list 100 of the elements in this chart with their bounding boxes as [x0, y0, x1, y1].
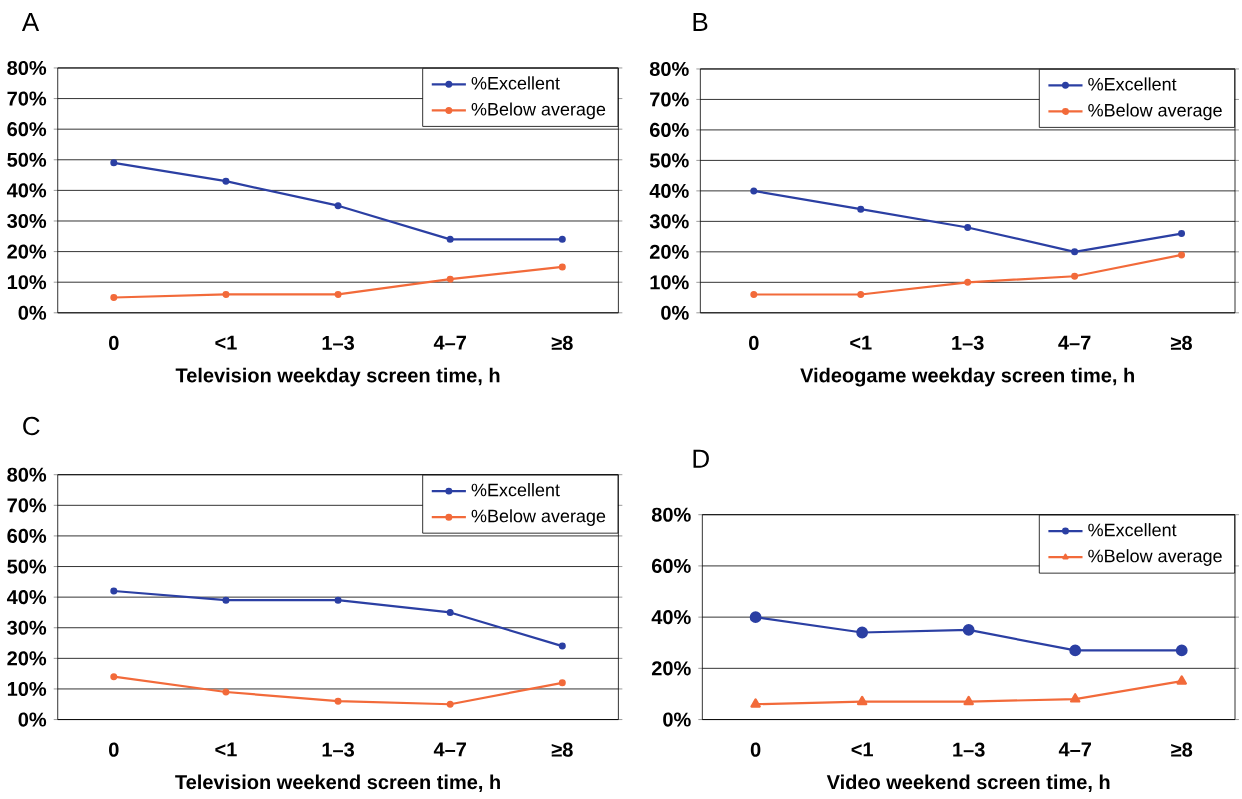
point [1069, 644, 1082, 657]
point [110, 587, 118, 595]
y-tick-label: 60% [651, 558, 691, 574]
x-tick-label: ≥8 [1171, 742, 1193, 757]
x-tick-label: 1–3 [953, 742, 985, 757]
y-tick-label: 70% [7, 498, 47, 513]
point [446, 235, 454, 243]
x-tick-label: <1 [215, 742, 237, 757]
y-tick-label: 0% [661, 305, 689, 320]
point [857, 205, 865, 213]
x-tick-label: ≥8 [551, 742, 573, 757]
point [558, 235, 566, 243]
x-tick-label: 4–7 [433, 742, 466, 757]
x-tick-label: <1 [851, 742, 873, 757]
y-tick-label: 70% [650, 92, 689, 107]
point [1178, 251, 1186, 259]
y-tick-label: 10% [7, 682, 47, 697]
x-tick-label: <1 [850, 335, 872, 350]
y-tick-label: 80% [649, 62, 689, 77]
y-tick-label: 50% [7, 559, 47, 574]
point [222, 291, 230, 299]
point [1175, 644, 1188, 657]
point [962, 624, 975, 636]
x-axis-title: Videogame weekday screen time, h [800, 367, 1134, 387]
y-tick-label: 50% [7, 152, 47, 167]
x-tick-label: 0 [749, 335, 759, 351]
legend-label: %Excellent [471, 76, 560, 90]
chart-title: B [693, 13, 708, 32]
y-tick-label: 40% [649, 183, 689, 199]
x-tick-label: 4–7 [1058, 742, 1092, 757]
point [1176, 675, 1187, 685]
y-tick-label: 50% [649, 153, 689, 168]
y-tick-label: 40% [651, 610, 691, 625]
legend-label: %Below average [471, 102, 606, 120]
legend-label: %Excellent [1088, 77, 1177, 91]
y-tick-label: 60% [7, 528, 47, 544]
y-tick-label: 20% [7, 244, 47, 259]
point [750, 187, 758, 195]
point [856, 626, 869, 639]
point [856, 695, 868, 706]
y-tick-label: 80% [651, 507, 691, 522]
y-tick-label: 80% [7, 467, 47, 482]
y-tick-label: 0% [18, 712, 47, 727]
x-tick-label: <1 [215, 335, 237, 350]
point [446, 700, 454, 708]
x-axis-title: Television weekday screen time, h [175, 367, 500, 387]
y-tick-label: 80% [7, 61, 47, 76]
point [750, 291, 758, 299]
y-tick-label: 20% [7, 651, 47, 666]
point [222, 596, 230, 604]
x-tick-label: 0 [750, 742, 761, 757]
x-tick-label: 0 [109, 742, 119, 757]
chart-title: C [23, 416, 40, 436]
y-tick-label: 20% [651, 661, 691, 676]
point [446, 275, 454, 283]
legend-label: %Below average [471, 509, 606, 527]
point [334, 697, 342, 705]
y-tick-label: 30% [7, 214, 47, 229]
point [964, 278, 972, 286]
point [110, 673, 118, 681]
x-tick-label: 1–3 [322, 742, 355, 757]
y-tick-label: 10% [650, 275, 689, 290]
chart-title: D [693, 449, 709, 468]
point [964, 224, 972, 232]
x-tick-label: 0 [109, 335, 119, 351]
y-tick-label: 70% [7, 91, 47, 106]
point [857, 291, 865, 299]
point [334, 596, 342, 604]
x-tick-label: 4–7 [433, 335, 466, 350]
y-tick-label: 10% [7, 275, 47, 290]
y-tick-label: 40% [6, 183, 47, 198]
y-tick-label: 40% [6, 590, 47, 605]
point [110, 294, 118, 302]
x-tick-label: 4–7 [1058, 335, 1091, 350]
y-tick-label: 30% [649, 214, 689, 229]
point [963, 695, 974, 706]
point [1178, 230, 1186, 238]
point [749, 611, 762, 624]
point [334, 291, 342, 299]
x-tick-label: 1–3 [952, 335, 984, 351]
y-tick-label: 60% [7, 122, 47, 137]
x-tick-label: ≥8 [1170, 335, 1192, 351]
point [1071, 272, 1079, 280]
y-tick-label: 60% [650, 122, 689, 138]
legend-label: %Excellent [1088, 523, 1177, 537]
y-tick-label: 0% [663, 712, 691, 727]
x-tick-label: 1–3 [322, 335, 355, 351]
point [750, 698, 761, 708]
point [446, 609, 454, 617]
point [558, 263, 566, 271]
point [110, 159, 118, 167]
y-tick-label: 0% [18, 305, 47, 320]
chart-title: A [21, 13, 40, 32]
point [1071, 248, 1079, 256]
x-axis-title: Video weekend screen time, h [826, 774, 1110, 793]
point [558, 679, 566, 687]
legend-label: %Below average [1088, 103, 1222, 121]
point [1069, 693, 1081, 703]
legend-label: %Excellent [471, 483, 560, 497]
x-axis-title: Television weekend screen time, h [175, 774, 500, 793]
